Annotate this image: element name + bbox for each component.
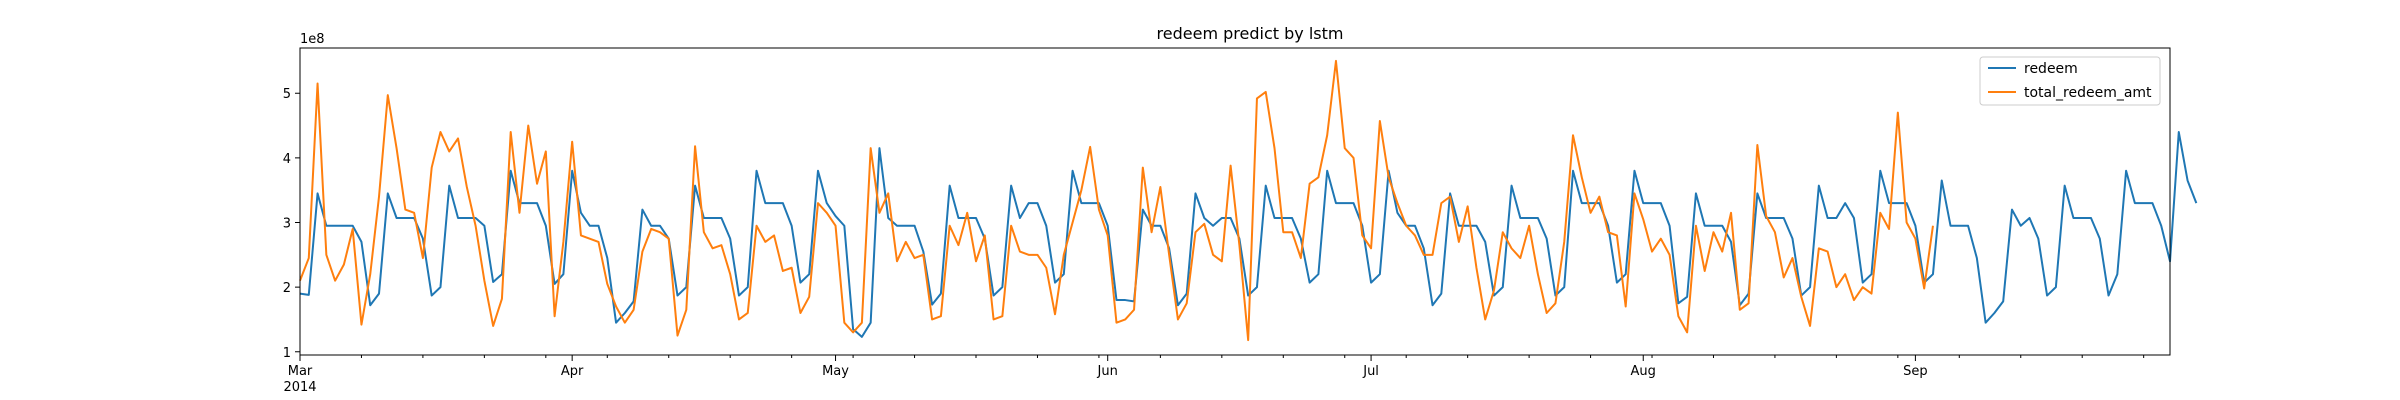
series-line-redeem bbox=[299, 131, 2198, 338]
plot-frame bbox=[299, 47, 2171, 356]
y-tick-label: 1 bbox=[283, 346, 291, 361]
y-tick-label: 3 bbox=[283, 217, 291, 232]
y-tick-label: 4 bbox=[283, 152, 291, 167]
series-line-total-redeem-amt bbox=[299, 59, 1934, 342]
plot-area bbox=[299, 59, 2198, 342]
x-tick-label: Apr bbox=[561, 364, 584, 379]
legend-label-total-redeem-amt: total_redeem_amt bbox=[2024, 85, 2152, 101]
chart-title: redeem predict by lstm bbox=[1157, 24, 1344, 43]
legend-label-redeem: redeem bbox=[2024, 61, 2078, 77]
y-tick-label: 2 bbox=[283, 281, 291, 296]
x-tick-sublabel: 2014 bbox=[283, 380, 316, 395]
x-tick-label: May bbox=[822, 364, 849, 379]
legend-box bbox=[1979, 56, 2161, 106]
y-scale-offset-label: 1e8 bbox=[300, 32, 325, 47]
x-tick-label: Jun bbox=[1097, 364, 1118, 379]
x-tick-label: Sep bbox=[1903, 364, 1928, 379]
y-tick-label: 5 bbox=[283, 87, 291, 102]
x-tick-label: Mar bbox=[288, 364, 313, 379]
x-tick-label: Jul bbox=[1362, 364, 1379, 379]
x-tick-label: Aug bbox=[1631, 364, 1656, 379]
legend: redeem total_redeem_amt bbox=[1979, 56, 2161, 106]
